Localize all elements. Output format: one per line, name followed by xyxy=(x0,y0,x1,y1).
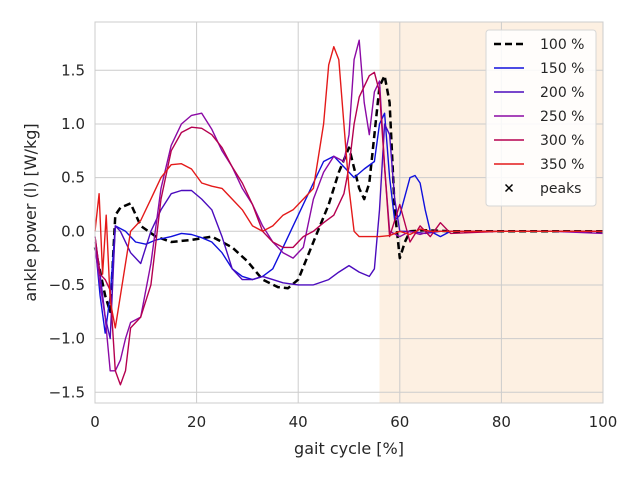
x-tick-label: 40 xyxy=(289,413,308,431)
x-tick-label: 100 xyxy=(589,413,618,431)
legend-label: 350 % xyxy=(540,157,584,173)
legend-label: 250 % xyxy=(540,109,584,125)
y-tick-label: 0.5 xyxy=(61,169,85,187)
y-tick-labels: −1.5 −1.0 −0.5 0.0 0.5 1.0 1.5 xyxy=(49,61,85,401)
series-line-250pct xyxy=(94,39,604,372)
legend: 100 % 150 % 200 % 250 % 300 % 350 % peaks xyxy=(485,29,597,207)
y-tick-label: −1.5 xyxy=(49,383,85,401)
x-tick-label: 0 xyxy=(90,413,100,431)
plot-border xyxy=(94,21,604,404)
series-lines xyxy=(93,39,604,386)
legend-box xyxy=(485,29,597,207)
legend-label: 200 % xyxy=(540,85,584,101)
y-axis-label: ankle power (l) [W/kg] xyxy=(21,123,40,301)
x-axis-label: gait cycle [%] xyxy=(294,439,404,458)
x-tick-labels: 0 20 40 60 80 100 xyxy=(90,413,617,431)
series-line-350pct xyxy=(94,46,603,329)
x-tick-label: 80 xyxy=(492,413,511,431)
y-tick-label: −1.0 xyxy=(49,330,85,348)
legend-label: 300 % xyxy=(540,133,584,149)
y-tick-label: 0.0 xyxy=(61,222,85,240)
x-tick-label: 20 xyxy=(187,413,206,431)
legend-label: 100 % xyxy=(540,37,584,53)
legend-label: 150 % xyxy=(540,61,584,77)
x-tick-label: 60 xyxy=(390,413,409,431)
legend-peaks-marker xyxy=(504,183,514,193)
series-line-300pct xyxy=(94,71,603,386)
y-tick-label: 1.0 xyxy=(61,115,85,133)
y-tick-label: −0.5 xyxy=(49,276,85,294)
legend-label-peaks: peaks xyxy=(540,181,581,197)
y-tick-label: 1.5 xyxy=(61,61,85,79)
